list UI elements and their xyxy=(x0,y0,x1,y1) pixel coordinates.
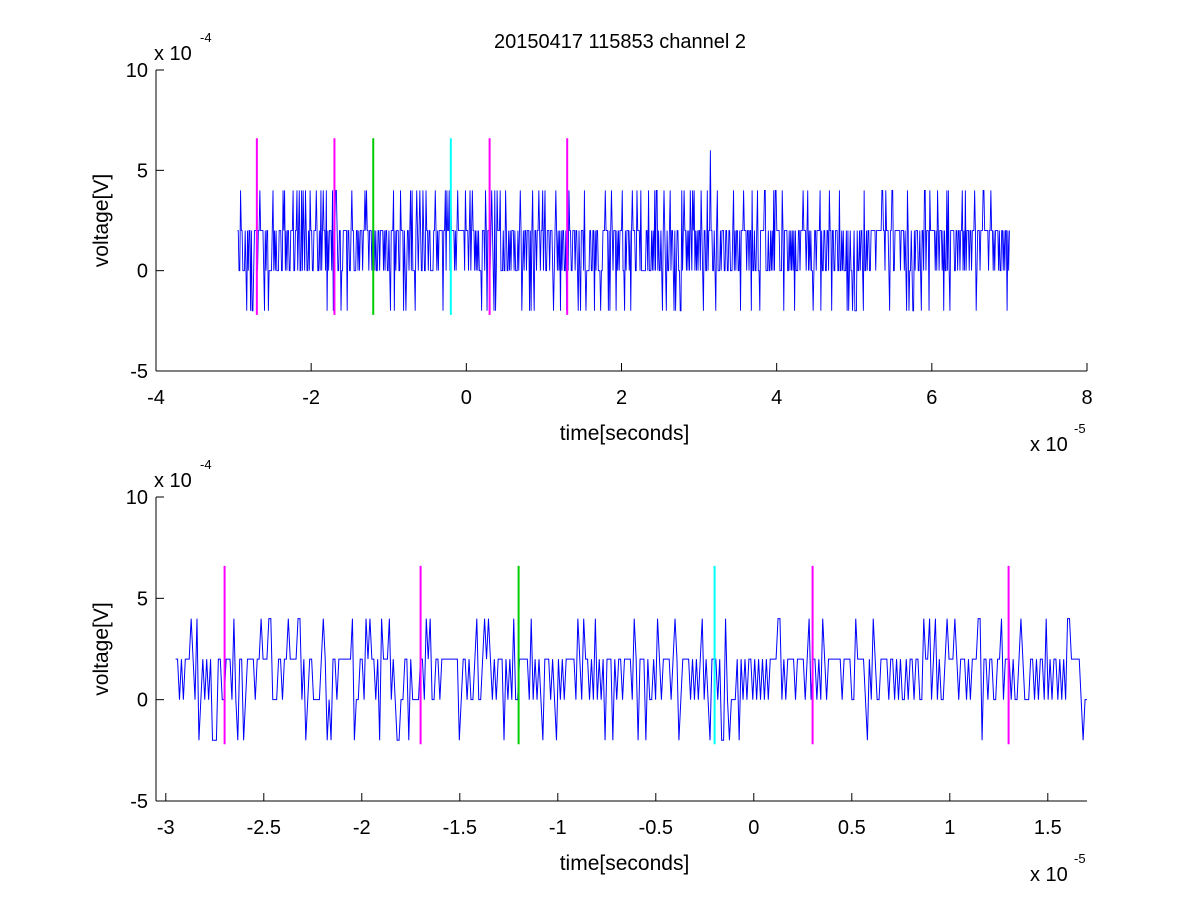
x-exponent-label: x 10 xyxy=(1030,434,1068,456)
x-tick-label: -1 xyxy=(549,817,567,839)
x-tick-label: -2.5 xyxy=(247,817,281,839)
top-subplot: -4 -2 0 2 4 6 8 -5 0 5 10 time[seconds] voltage[V] x … xyxy=(90,30,1093,456)
x-tick-label: 0 xyxy=(748,817,759,839)
x-tick-label: 0.5 xyxy=(838,817,866,839)
figure-title: 20150417 115853 channel 2 xyxy=(494,31,746,53)
x-tick-label: 0 xyxy=(461,387,472,409)
x-tick-label: -1.5 xyxy=(443,817,477,839)
y-exponent-label: x 10 xyxy=(154,43,192,65)
series-line xyxy=(237,150,1010,312)
x-tick-label: 8 xyxy=(1081,387,1092,409)
x-tick-label: -4 xyxy=(147,387,165,409)
y-tick-label: 10 xyxy=(126,487,148,509)
y-tick-label: -5 xyxy=(130,791,148,813)
x-tick-label: -2 xyxy=(302,387,320,409)
y-tick-label: 10 xyxy=(126,60,148,82)
y-axis-label: voltage[V] xyxy=(90,174,113,267)
y-exponent-power: -4 xyxy=(200,457,212,472)
y-tick-label: 5 xyxy=(137,588,148,610)
y-tick-label: 5 xyxy=(137,160,148,182)
y-tick-label: 0 xyxy=(137,261,148,283)
x-exponent-label: x 10 xyxy=(1030,864,1068,886)
x-tick-label: 6 xyxy=(926,387,937,409)
y-tick-label: 0 xyxy=(137,690,148,712)
x-exponent-power: -5 xyxy=(1074,851,1086,866)
x-exponent-power: -5 xyxy=(1074,421,1086,436)
series-line xyxy=(175,618,1087,741)
x-tick-label: -2 xyxy=(353,817,371,839)
x-tick-label: 1.5 xyxy=(1034,817,1062,839)
x-tick-label: 4 xyxy=(771,387,782,409)
x-tick-label: 2 xyxy=(616,387,627,409)
x-tick-label: -3 xyxy=(157,817,175,839)
y-exponent-power: -4 xyxy=(200,30,212,45)
y-exponent-label: x 10 xyxy=(154,470,192,492)
x-axis-label: time[seconds] xyxy=(560,852,690,875)
bottom-subplot: -3 -2.5 -2 -1.5 -1 -0.5 0 0.5 1 1.5 -5 0 5 10 time[sec… xyxy=(90,457,1087,886)
y-axis-label: voltage[V] xyxy=(90,602,113,695)
y-tick-label: -5 xyxy=(130,361,148,383)
x-tick-label: 1 xyxy=(944,817,955,839)
x-tick-label: -0.5 xyxy=(639,817,673,839)
x-axis-label: time[seconds] xyxy=(560,422,690,445)
